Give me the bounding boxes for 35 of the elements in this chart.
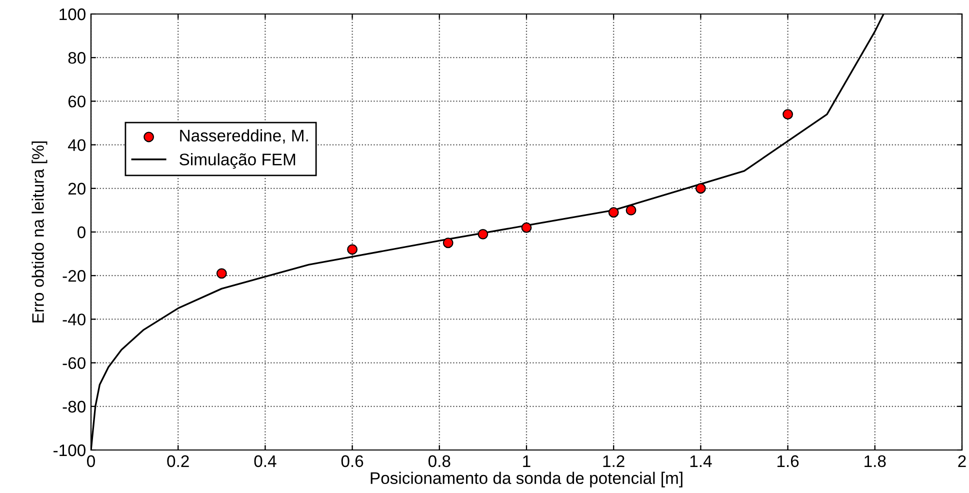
x-tick-label: 0.8 bbox=[428, 455, 450, 468]
x-tick-label: 0 bbox=[87, 455, 95, 468]
y-tick-label: -80 bbox=[62, 400, 86, 413]
y-tick-label: 40 bbox=[68, 139, 86, 152]
x-tick-label: 0.4 bbox=[254, 455, 276, 468]
y-tick-label: 80 bbox=[68, 52, 86, 64]
legend-label: Simulação FEM bbox=[180, 153, 296, 169]
y-tick-label: 60 bbox=[68, 96, 86, 108]
y-axis-title: Erro obtido na leitura [%] bbox=[32, 141, 48, 322]
point bbox=[608, 207, 619, 218]
x-tick-label: 1.2 bbox=[603, 455, 624, 467]
y-tick-label: -60 bbox=[62, 357, 86, 370]
point bbox=[782, 109, 794, 120]
y-tick-label: -100 bbox=[54, 444, 86, 456]
legend-label: Nassereddine, M. bbox=[180, 129, 308, 144]
y-tick-label: 100 bbox=[60, 8, 86, 20]
y-tick-label: -40 bbox=[62, 314, 86, 326]
x-tick-label: 1.6 bbox=[777, 455, 799, 468]
x-tick-label: 2 bbox=[958, 455, 966, 467]
y-tick-label: 20 bbox=[68, 182, 86, 195]
x-tick-label: 1 bbox=[523, 455, 530, 467]
point bbox=[216, 268, 227, 279]
point bbox=[521, 222, 532, 233]
x-tick-label: 0.6 bbox=[341, 455, 364, 468]
x-axis-title: Posicionamento da sonda de potencial [m] bbox=[370, 472, 682, 488]
x-tick-label: 1.4 bbox=[690, 455, 712, 467]
point bbox=[626, 204, 636, 216]
x-tick-label: 0.2 bbox=[167, 455, 189, 468]
point bbox=[478, 228, 488, 240]
y-tick-label: 0 bbox=[78, 226, 86, 238]
y-tick-label: -20 bbox=[62, 270, 86, 282]
point bbox=[442, 238, 454, 248]
point bbox=[347, 244, 358, 255]
point bbox=[695, 183, 706, 194]
x-tick-label: 1.8 bbox=[864, 455, 886, 468]
